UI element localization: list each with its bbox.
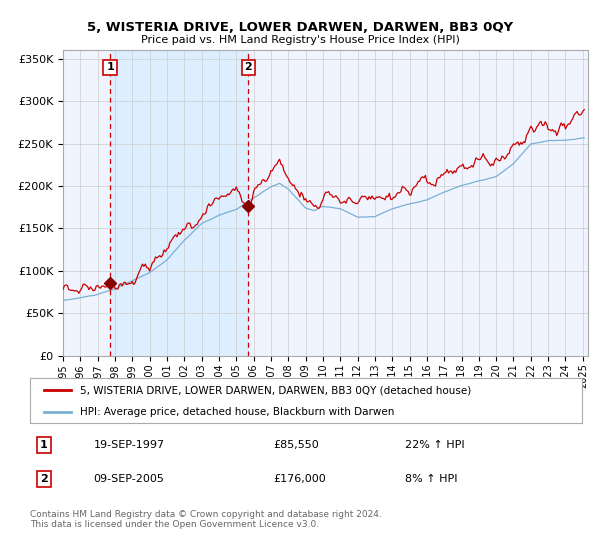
Text: 2: 2 bbox=[40, 474, 47, 484]
Text: £176,000: £176,000 bbox=[273, 474, 326, 484]
Text: Price paid vs. HM Land Registry's House Price Index (HPI): Price paid vs. HM Land Registry's House … bbox=[140, 35, 460, 45]
Text: 8% ↑ HPI: 8% ↑ HPI bbox=[406, 474, 458, 484]
Bar bbox=[110, 50, 248, 356]
Text: 5, WISTERIA DRIVE, LOWER DARWEN, DARWEN, BB3 0QY: 5, WISTERIA DRIVE, LOWER DARWEN, DARWEN,… bbox=[87, 21, 513, 34]
Text: 5, WISTERIA DRIVE, LOWER DARWEN, DARWEN, BB3 0QY (detached house): 5, WISTERIA DRIVE, LOWER DARWEN, DARWEN,… bbox=[80, 385, 471, 395]
Text: 09-SEP-2005: 09-SEP-2005 bbox=[94, 474, 164, 484]
Text: 1: 1 bbox=[40, 440, 47, 450]
Text: 1: 1 bbox=[106, 62, 114, 72]
Text: Contains HM Land Registry data © Crown copyright and database right 2024.
This d: Contains HM Land Registry data © Crown c… bbox=[30, 510, 382, 529]
Text: 22% ↑ HPI: 22% ↑ HPI bbox=[406, 440, 465, 450]
Text: 2: 2 bbox=[244, 62, 252, 72]
Text: HPI: Average price, detached house, Blackburn with Darwen: HPI: Average price, detached house, Blac… bbox=[80, 407, 394, 417]
Text: 19-SEP-1997: 19-SEP-1997 bbox=[94, 440, 164, 450]
Text: £85,550: £85,550 bbox=[273, 440, 319, 450]
